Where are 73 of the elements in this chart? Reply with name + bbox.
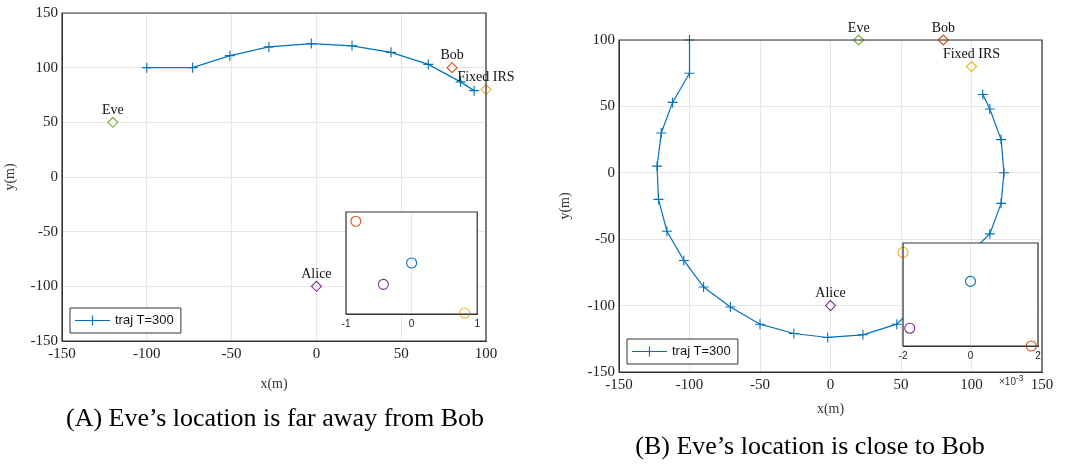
x-tick-label: 2 <box>1035 349 1042 361</box>
series-label: Fixed IRS <box>942 46 1001 62</box>
point <box>995 134 1007 146</box>
x-tick-label: -100 <box>133 344 161 361</box>
point <box>480 83 492 96</box>
point <box>652 193 665 205</box>
point <box>965 61 978 73</box>
y-tick-label: 150 <box>35 3 58 20</box>
y-tick-label: -150 <box>587 362 615 379</box>
y-tick-label: -50 <box>595 230 615 247</box>
x-tick-label: 1 <box>474 317 481 329</box>
point <box>683 67 696 79</box>
point <box>724 301 736 313</box>
series-label: Alice <box>301 266 332 282</box>
x-tick-label: -50 <box>750 375 770 392</box>
x-tick-label: 0 <box>408 317 415 329</box>
y-axis-title: y(m) <box>2 163 19 191</box>
point <box>310 280 322 292</box>
series-label: Alice <box>815 285 846 301</box>
point <box>406 257 418 269</box>
y-tick-label: -100 <box>587 296 615 313</box>
x-tick-label: 0 <box>312 344 321 361</box>
y-tick-label: 50 <box>43 113 58 130</box>
point <box>891 318 903 330</box>
x-tick-label: -50 <box>221 344 242 361</box>
point <box>422 58 434 70</box>
point <box>377 278 389 290</box>
point <box>937 34 949 46</box>
point <box>853 34 865 46</box>
point <box>698 281 710 293</box>
y-tick-label: 0 <box>50 167 58 184</box>
series-label: Bob <box>440 47 464 63</box>
y-tick-label: 100 <box>35 58 58 75</box>
x-axis-title: x(m) <box>260 376 288 393</box>
y-tick-label: 100 <box>592 30 615 47</box>
point <box>459 307 471 319</box>
y-tick-label: -150 <box>30 331 58 348</box>
x-tick-label: 100 <box>474 344 498 361</box>
point <box>897 246 909 258</box>
point <box>667 96 679 108</box>
series-label: Eve <box>102 102 124 118</box>
text: ×10$^{-3}$ <box>999 373 1024 388</box>
x-tick-label: 150 <box>1030 375 1054 392</box>
point <box>1025 340 1037 352</box>
legend-label: traj T=300 <box>672 343 731 359</box>
y-tick-label: 0 <box>607 163 615 180</box>
point <box>446 62 458 74</box>
point <box>107 116 119 128</box>
y-tick-label: -50 <box>38 222 58 239</box>
x-tick-label: -2 <box>898 349 908 361</box>
point <box>468 85 480 97</box>
point <box>350 215 362 227</box>
series-label: Bob <box>931 19 955 35</box>
point <box>904 322 916 334</box>
y-tick-label: 50 <box>600 97 615 114</box>
text: (A) Eve’s location is far away from Bob <box>64 402 485 434</box>
point <box>824 300 837 312</box>
x-tick-label: 0 <box>826 375 835 392</box>
x-tick-label: -100 <box>675 375 704 392</box>
text: (B) Eve’s location is close to Bob <box>634 430 986 462</box>
x-axis-title: x(m) <box>816 401 845 418</box>
y-tick-label: -100 <box>30 277 58 294</box>
y-axis-title: y(m) <box>557 192 574 220</box>
point <box>305 38 317 50</box>
legend-label: traj T=300 <box>115 312 174 328</box>
x-tick-label: 50 <box>393 344 409 361</box>
point <box>857 329 869 341</box>
x-tick-label: 0 <box>967 349 974 361</box>
x-tick-label: -1 <box>341 317 351 329</box>
x-tick-label: 100 <box>960 375 983 392</box>
x-tick-label: 50 <box>893 375 909 392</box>
point <box>964 275 977 287</box>
series-label: Eve <box>847 19 870 35</box>
